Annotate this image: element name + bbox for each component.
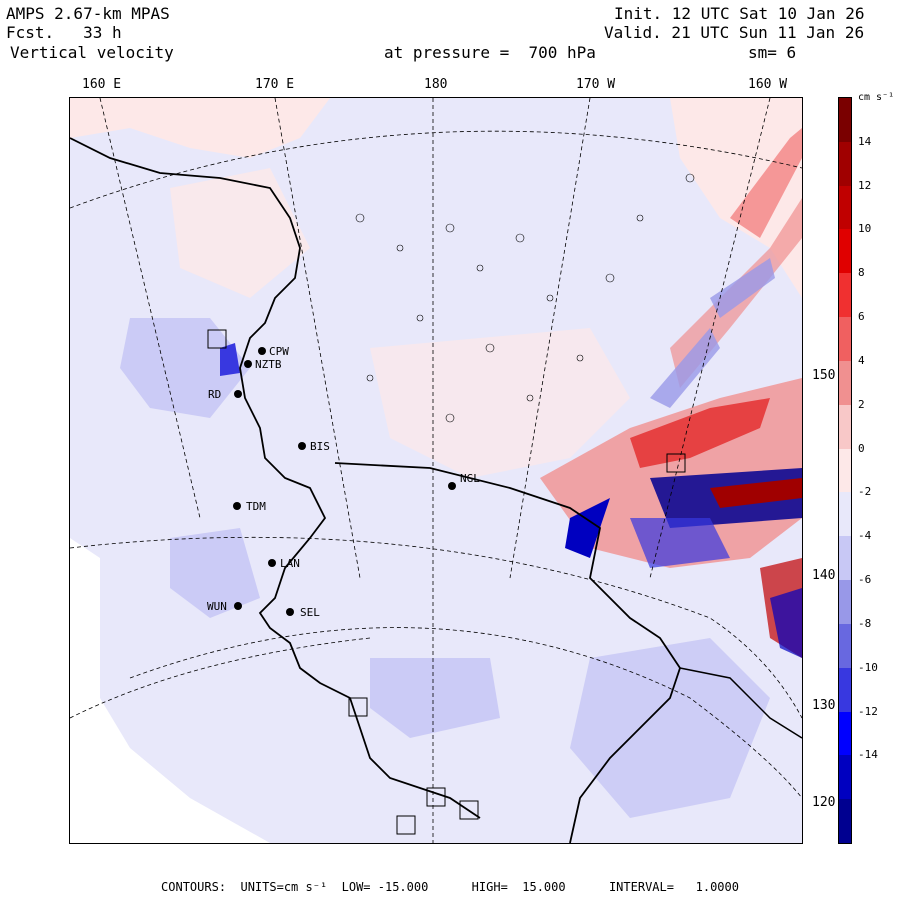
field-name: Vertical velocity: [10, 43, 174, 62]
outside-domain: [70, 538, 270, 843]
colorbar-segment: [839, 98, 851, 143]
negative-core-west: [220, 343, 240, 376]
colorbar-segment: [839, 360, 851, 406]
colorbar-tick-label: 2: [858, 397, 865, 411]
station-marker-rd[interactable]: [234, 390, 242, 398]
colorbar-segment: [839, 580, 851, 625]
colorbar-segment: [839, 536, 851, 581]
subregion-boxes: [207, 329, 686, 835]
forecast-hour: Fcst. 33 h: [6, 23, 122, 42]
colorbar-segment: [839, 711, 851, 756]
graticule: [69, 97, 803, 843]
station-label-rd: RD: [208, 388, 221, 401]
negative-region-sw: [170, 528, 260, 618]
valid-time: Valid. 21 UTC Sun 11 Jan 26: [604, 23, 865, 42]
colorbar-segment: [839, 667, 851, 713]
map-svg: CPW NZTB RD BIS NGL TDM LAN WUN SEL: [69, 97, 803, 844]
station-marker-bis[interactable]: [298, 442, 306, 450]
station-label-ngl: NGL: [460, 472, 480, 485]
contour-info: CONTOURS: UNITS=cm s⁻¹ LOW= -15.000 HIGH…: [161, 880, 739, 894]
colorbar-tick-label: 14: [858, 134, 872, 148]
positive-region-nw: [170, 168, 310, 298]
station-label-bis: BIS: [310, 440, 330, 453]
colorbar-tick-label: -8: [858, 616, 872, 630]
station-label-nztb: NZTB: [255, 358, 282, 371]
colorbar-tick-label: 4: [858, 353, 865, 367]
colorbar-tick-label: -2: [858, 485, 872, 499]
coastline: [69, 137, 481, 819]
ne-band-strong: [730, 128, 802, 238]
ne-band-negative-2: [710, 258, 775, 318]
ne-band-negative: [650, 328, 720, 408]
station-marker-ngl[interactable]: [448, 482, 456, 490]
lon-label-160w: 160 W: [748, 77, 788, 92]
positive-region-mid: [370, 328, 630, 478]
colorbar-tick-label: 6: [858, 310, 865, 324]
contour-specks: [355, 173, 695, 423]
ridge-line: [679, 667, 803, 739]
station-marker-lan[interactable]: [268, 559, 276, 567]
colorbar-tick-label: 0: [858, 441, 865, 455]
colorbar-segment: [839, 273, 851, 318]
colorbar-segment: [839, 185, 851, 230]
colorbar-tick-label: -10: [858, 660, 878, 674]
station-markers: CPW NZTB RD BIS NGL TDM LAN WUN SEL: [207, 345, 480, 619]
station-label-cpw: CPW: [269, 345, 289, 358]
station-marker-cpw[interactable]: [258, 347, 266, 355]
colorbar-segment: [839, 623, 851, 669]
colorbar-segment: [839, 229, 851, 274]
colorbar-segment: [839, 448, 851, 493]
negative-region-south: [370, 658, 500, 738]
model-title: AMPS 2.67-km MPAS: [6, 4, 170, 23]
positive-region-top: [70, 98, 330, 158]
colorbar-segment: [839, 404, 851, 450]
colorbar-units: cm s⁻¹: [858, 92, 895, 103]
strong-updraft-region: [540, 378, 802, 658]
station-label-lan: LAN: [280, 557, 300, 570]
negative-region-se: [570, 638, 770, 818]
lon-label-180: 180: [424, 77, 448, 92]
station-marker-wun[interactable]: [234, 602, 242, 610]
ice-shelf-edge: [334, 462, 681, 844]
smoothing-value: sm= 6: [748, 43, 797, 62]
colorbar-segment: [839, 799, 851, 844]
colorbar-tick-label: -4: [858, 529, 872, 543]
positive-region-ne: [670, 98, 802, 298]
pressure-level: at pressure = 700 hPa: [384, 43, 596, 62]
station-marker-nztb[interactable]: [244, 360, 252, 368]
colorbar-tick-label: -6: [858, 573, 872, 587]
station-marker-sel[interactable]: [286, 608, 294, 616]
colorbar-segment: [839, 755, 851, 800]
colorbar-segment: [839, 141, 851, 187]
colorbar: [838, 97, 852, 844]
colorbar-tick-label: 8: [858, 266, 865, 280]
colorbar-tick-label: 10: [858, 222, 872, 236]
colorbar-tick-label: 12: [858, 178, 872, 192]
station-label-sel: SEL: [300, 606, 320, 619]
lon-label-160e: 160 E: [82, 77, 122, 92]
colorbar-tick-label: -14: [858, 748, 878, 762]
colorbar-segment: [839, 317, 851, 362]
negative-region-west: [120, 318, 250, 418]
colorbar-tick-label: -12: [858, 704, 878, 718]
station-marker-tdm[interactable]: [233, 502, 241, 510]
station-label-tdm: TDM: [246, 500, 266, 513]
init-time: Init. 12 UTC Sat 10 Jan 26: [614, 4, 865, 23]
map-panel[interactable]: CPW NZTB RD BIS NGL TDM LAN WUN SEL: [69, 97, 803, 844]
colorbar-segment: [839, 492, 851, 537]
lon-label-170e: 170 E: [255, 77, 295, 92]
lon-label-170w: 170 W: [576, 77, 616, 92]
station-label-wun: WUN: [207, 600, 227, 613]
